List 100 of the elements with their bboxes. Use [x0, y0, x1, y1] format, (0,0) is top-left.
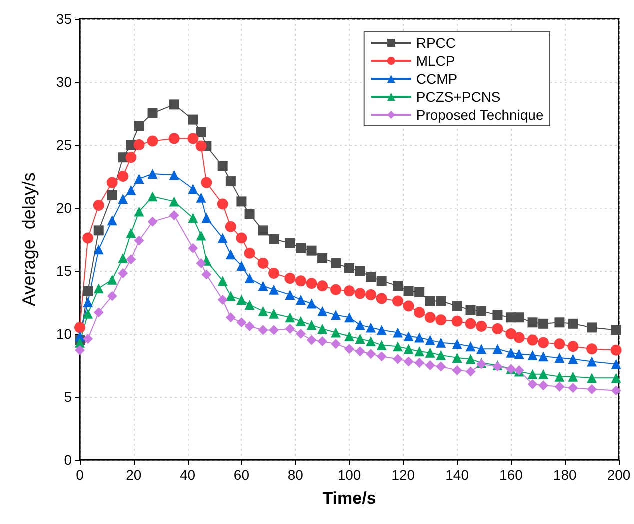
point	[202, 213, 212, 224]
x-tick-label: 40	[180, 467, 196, 483]
point	[74, 322, 86, 334]
point	[587, 373, 598, 384]
point	[285, 324, 296, 334]
point	[331, 328, 342, 338]
point	[134, 121, 144, 132]
point	[452, 352, 462, 363]
point	[425, 348, 436, 358]
point	[376, 340, 387, 350]
point	[126, 152, 137, 164]
point	[126, 254, 136, 265]
point	[466, 354, 476, 364]
point	[226, 291, 236, 302]
point	[226, 312, 236, 323]
point	[393, 328, 404, 338]
point	[538, 380, 549, 391]
point	[366, 336, 376, 347]
y-tick-label: 15	[56, 263, 72, 279]
y-tick-label: 0	[64, 452, 72, 468]
point	[436, 338, 446, 348]
point	[376, 352, 387, 362]
point	[414, 346, 425, 357]
point	[134, 206, 144, 217]
point	[587, 356, 598, 367]
point	[306, 335, 317, 346]
point	[196, 127, 206, 138]
point	[296, 329, 306, 339]
point	[94, 226, 104, 236]
point	[344, 263, 354, 274]
point	[83, 286, 94, 296]
point	[236, 294, 247, 305]
point	[318, 336, 328, 347]
point	[226, 250, 236, 260]
point	[258, 325, 268, 336]
y-axis-title: Average delay/s	[19, 172, 39, 306]
point	[147, 136, 158, 147]
point	[285, 238, 296, 248]
point	[403, 300, 414, 312]
point	[258, 258, 269, 269]
point	[611, 359, 622, 370]
point	[284, 273, 296, 284]
point	[93, 200, 104, 211]
point	[527, 334, 538, 346]
x-tick-label: 120	[392, 467, 416, 483]
point	[83, 298, 94, 308]
legend-label: Proposed Technique	[416, 107, 544, 123]
point	[376, 293, 388, 304]
point	[393, 342, 404, 352]
point	[285, 312, 296, 323]
point	[568, 383, 578, 394]
point	[94, 308, 104, 318]
point	[465, 318, 476, 330]
point	[528, 350, 538, 360]
point	[554, 372, 565, 382]
point	[414, 358, 425, 368]
x-tick-label: 20	[126, 467, 142, 483]
point	[218, 294, 228, 305]
point	[168, 133, 180, 144]
point	[82, 232, 94, 244]
point	[118, 253, 128, 264]
point	[414, 287, 425, 298]
point	[476, 344, 487, 354]
x-tick-label: 200	[607, 467, 631, 483]
point	[355, 266, 366, 276]
point	[306, 298, 317, 309]
point	[425, 360, 436, 370]
point	[169, 100, 180, 110]
point	[244, 209, 255, 220]
point	[436, 296, 446, 306]
point	[492, 310, 503, 320]
point	[218, 276, 228, 286]
point	[354, 288, 366, 300]
point	[244, 274, 255, 284]
point	[538, 318, 549, 329]
legend-label: PCZS+PCNS	[416, 89, 501, 105]
point	[268, 268, 280, 280]
point	[331, 310, 342, 320]
point	[376, 276, 387, 286]
point	[83, 334, 94, 344]
point	[528, 318, 538, 328]
point	[514, 349, 524, 360]
point	[492, 323, 504, 334]
point	[148, 216, 158, 227]
point	[366, 272, 376, 282]
point	[611, 386, 622, 396]
point	[344, 286, 355, 297]
point	[538, 369, 549, 380]
point	[476, 320, 488, 332]
point	[107, 216, 118, 226]
point	[218, 161, 228, 172]
y-tick-label: 20	[56, 200, 72, 216]
point	[188, 114, 198, 125]
point	[425, 335, 436, 346]
point	[236, 196, 247, 207]
point	[244, 300, 255, 310]
point	[285, 290, 296, 300]
point	[196, 258, 206, 268]
x-tick-label: 160	[500, 467, 524, 483]
point	[538, 337, 550, 348]
